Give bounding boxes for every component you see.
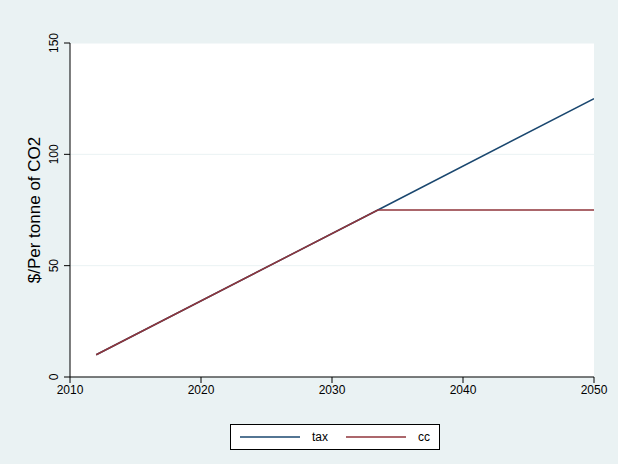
svg-text:50: 50 — [47, 259, 61, 273]
html-text:tax: tax — [312, 430, 328, 444]
svg-text:0: 0 — [47, 373, 61, 380]
html-text:$/Per tonne of CO2: $/Per tonne of CO2 — [25, 136, 44, 284]
svg-text:2040: 2040 — [450, 383, 477, 397]
svg-text:150: 150 — [47, 33, 61, 53]
svg-text:2020: 2020 — [188, 383, 215, 397]
svg-text:2030: 2030 — [319, 383, 346, 397]
svg-text:100: 100 — [47, 144, 61, 164]
svg-text:2050: 2050 — [581, 383, 608, 397]
svg-text:2010: 2010 — [57, 383, 84, 397]
html-text:cc: cc — [418, 430, 430, 444]
